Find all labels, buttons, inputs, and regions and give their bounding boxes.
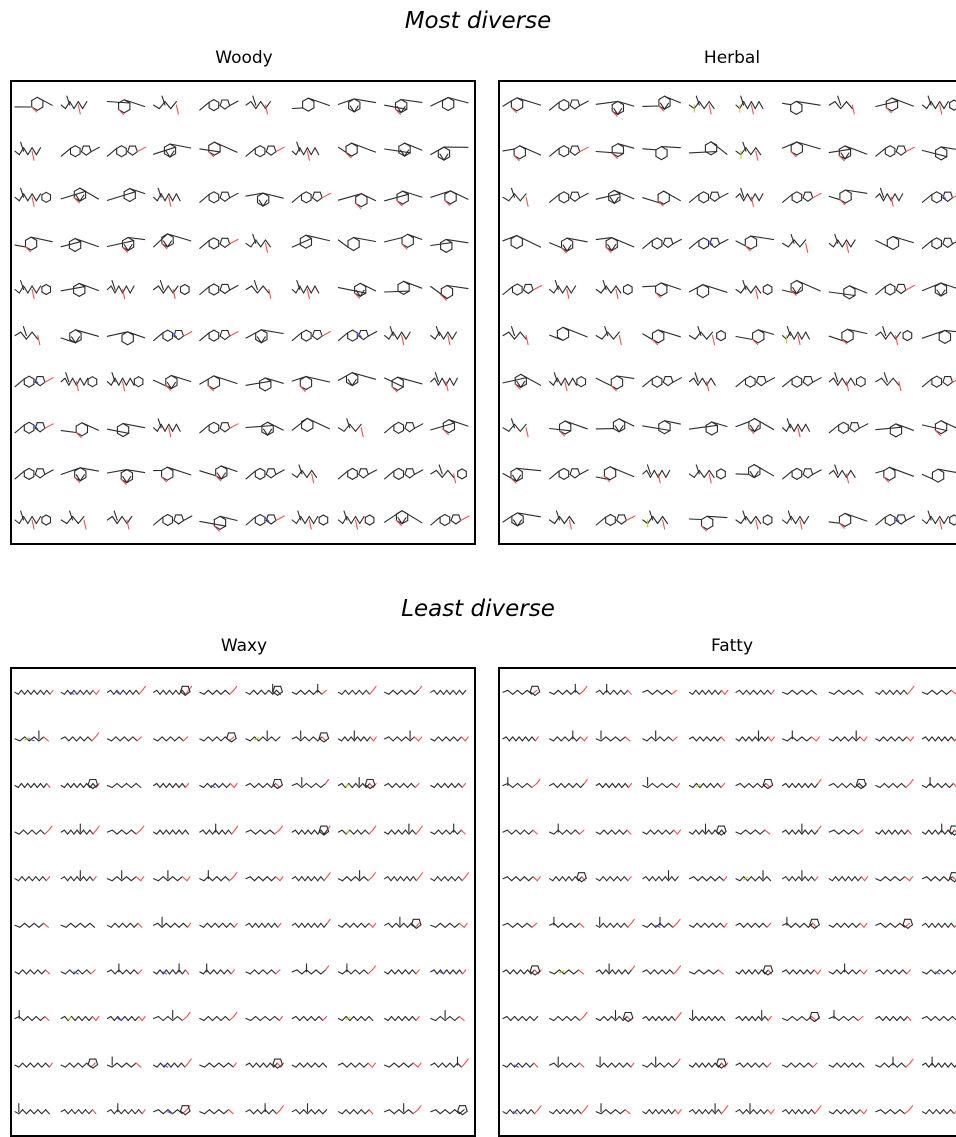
molecule-grid-herbal-canvas bbox=[500, 82, 956, 543]
panel-title-fatty: Fatty bbox=[500, 636, 956, 656]
molecule-grid-fatty-canvas bbox=[500, 669, 956, 1135]
molecule-grid-fatty bbox=[498, 667, 956, 1137]
molecule-grid-woody-canvas bbox=[12, 82, 474, 543]
panel-title-woody: Woody bbox=[12, 48, 476, 68]
molecule-grid-woody bbox=[10, 80, 476, 545]
panel-title-waxy: Waxy bbox=[12, 636, 476, 656]
section-title-most-diverse: Most diverse bbox=[0, 8, 956, 34]
molecule-grid-herbal bbox=[498, 80, 956, 545]
panel-title-herbal: Herbal bbox=[500, 48, 956, 68]
section-title-least-diverse: Least diverse bbox=[0, 596, 956, 622]
molecule-grid-waxy-canvas bbox=[12, 669, 474, 1135]
molecule-grid-waxy bbox=[10, 667, 476, 1137]
